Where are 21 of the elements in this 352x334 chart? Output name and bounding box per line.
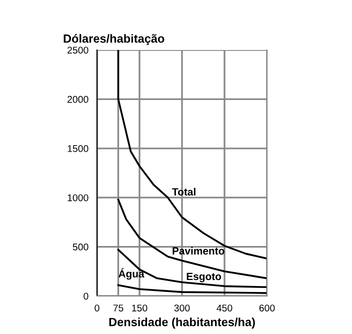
series-label: Esgoto xyxy=(186,272,222,282)
x-tick-label: 600 xyxy=(259,304,275,312)
x-tick-label: 300 xyxy=(174,304,190,312)
line-series xyxy=(117,248,267,288)
x-tick-label: 75 xyxy=(113,304,124,312)
y-tick-label: 2000 xyxy=(68,96,88,103)
y-axis-title: Dólares/habitação xyxy=(64,34,164,46)
series-label: Água xyxy=(118,268,144,280)
series-label: Total xyxy=(172,188,196,196)
y-tick-label: 500 xyxy=(72,244,88,250)
line-series xyxy=(117,50,267,260)
series-label: Pavimento xyxy=(172,246,224,255)
line-series xyxy=(117,284,267,294)
y-tick-label: 0 xyxy=(84,292,88,300)
x-tick-label: 150 xyxy=(132,304,148,312)
x-tick-label: 0 xyxy=(94,304,100,312)
y-tick-label: 1500 xyxy=(68,145,88,152)
y-tick-label: 1000 xyxy=(68,194,88,202)
x-axis-title: Densidade (habitantes/ha) xyxy=(109,318,255,329)
y-tick-label: 2500 xyxy=(68,46,88,54)
x-tick-label: 450 xyxy=(216,304,232,312)
